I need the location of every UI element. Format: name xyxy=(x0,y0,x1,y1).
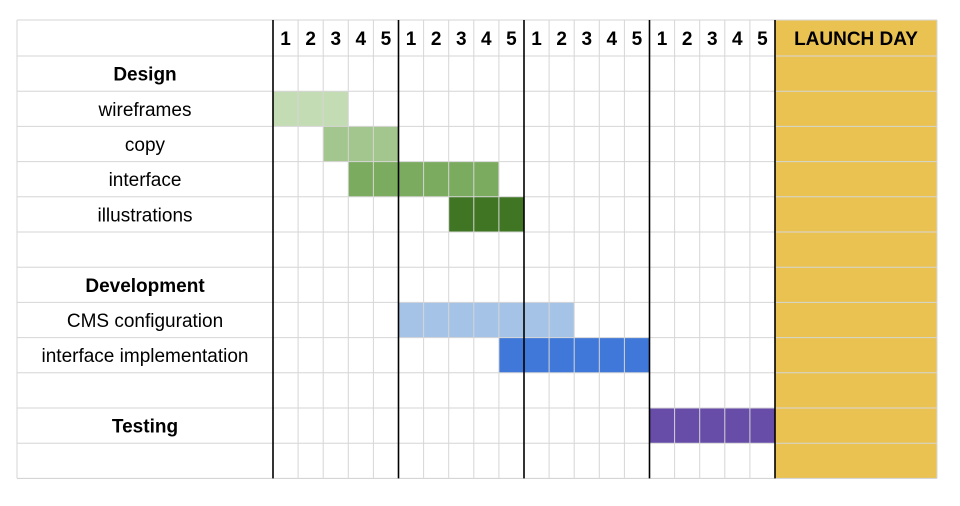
task-bars-layer xyxy=(273,20,937,479)
section-label: Design xyxy=(113,65,176,86)
day-label: 4 xyxy=(481,29,492,50)
day-label: 2 xyxy=(305,29,316,50)
day-label: 3 xyxy=(330,29,341,50)
day-label: 1 xyxy=(657,29,668,50)
day-label: 2 xyxy=(682,29,693,50)
day-label: 4 xyxy=(356,29,367,50)
labels-layer: 1 2 3 4 5 1 2 3 4 5 1 2 3 4 5 1 2 3 4 5 LAUNCH DAYDesignwire… xyxy=(42,29,919,438)
day-label: 4 xyxy=(607,29,618,50)
day-label: 3 xyxy=(581,29,592,50)
day-label: 4 xyxy=(732,29,743,50)
day-label: 5 xyxy=(381,29,392,50)
grid-layer xyxy=(16,19,938,479)
task-bar xyxy=(398,302,575,338)
task-label: interface implementation xyxy=(42,346,249,367)
day-label: 1 xyxy=(280,29,291,50)
day-label: 5 xyxy=(506,29,517,50)
launch-day-label: LAUNCH DAY xyxy=(794,29,918,50)
task-bar xyxy=(273,91,349,127)
task-bar xyxy=(323,126,399,162)
task-label: copy xyxy=(125,135,166,156)
day-label: 2 xyxy=(431,29,442,50)
day-label: 5 xyxy=(757,29,768,50)
day-label: 1 xyxy=(531,29,542,50)
day-label: 1 xyxy=(406,29,417,50)
task-bar xyxy=(448,196,524,232)
launch-day-column xyxy=(775,20,937,479)
section-label: Testing xyxy=(112,417,178,438)
task-label: illustrations xyxy=(97,205,192,226)
day-label: 5 xyxy=(632,29,643,50)
task-bar xyxy=(649,408,775,444)
task-label: CMS configuration xyxy=(67,311,223,332)
day-label: 2 xyxy=(556,29,567,50)
section-label: Development xyxy=(85,276,205,297)
day-label: 3 xyxy=(707,29,718,50)
day-label: 3 xyxy=(456,29,467,50)
task-label: wireframes xyxy=(98,100,192,121)
task-label: interface xyxy=(109,170,182,191)
